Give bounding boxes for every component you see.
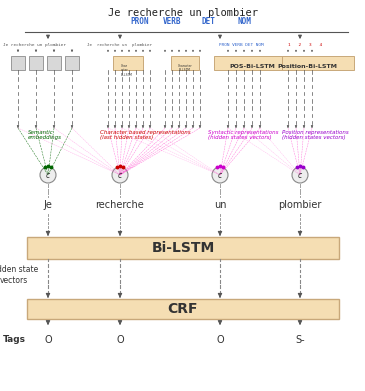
- Text: Position-Bi-LSTM: Position-Bi-LSTM: [277, 64, 337, 69]
- Text: recherche: recherche: [96, 200, 145, 210]
- Text: c: c: [218, 170, 222, 179]
- FancyBboxPatch shape: [29, 56, 43, 70]
- Text: NOM: NOM: [237, 17, 251, 26]
- Text: Character based representations
(last hidden states): Character based representations (last hi…: [100, 130, 191, 140]
- Text: Je recherche un plombier: Je recherche un plombier: [3, 43, 66, 47]
- Text: Semantic
embeddings: Semantic embeddings: [28, 130, 62, 140]
- Circle shape: [40, 167, 56, 183]
- Text: O: O: [216, 335, 224, 345]
- Text: O: O: [116, 335, 124, 345]
- Text: Je recherche un plombier: Je recherche un plombier: [108, 8, 258, 18]
- Circle shape: [112, 167, 128, 183]
- Circle shape: [212, 167, 228, 183]
- Text: c: c: [298, 170, 302, 179]
- Text: Char
acter
Bi-LSTM: Char acter Bi-LSTM: [121, 64, 133, 77]
- FancyBboxPatch shape: [171, 56, 199, 70]
- Text: PRON VERB DET NOM: PRON VERB DET NOM: [219, 43, 264, 47]
- FancyBboxPatch shape: [47, 56, 61, 70]
- Text: POS-Bi-LSTM: POS-Bi-LSTM: [229, 64, 275, 69]
- Text: VERB: VERB: [163, 17, 181, 26]
- Text: plombier: plombier: [278, 200, 322, 210]
- Text: c: c: [118, 170, 122, 179]
- Text: O: O: [44, 335, 52, 345]
- FancyBboxPatch shape: [11, 56, 25, 70]
- Text: c: c: [46, 170, 50, 179]
- FancyBboxPatch shape: [65, 56, 79, 70]
- Text: Character
Bi-LSTM: Character Bi-LSTM: [178, 64, 192, 72]
- FancyBboxPatch shape: [113, 56, 143, 70]
- Circle shape: [292, 167, 308, 183]
- Text: CRF: CRF: [168, 302, 198, 316]
- FancyBboxPatch shape: [214, 56, 292, 70]
- Text: Bi-LSTM: Bi-LSTM: [151, 241, 215, 255]
- Text: Position representations
(hidden states vectors): Position representations (hidden states …: [282, 130, 349, 140]
- FancyBboxPatch shape: [27, 299, 339, 319]
- FancyBboxPatch shape: [282, 56, 354, 70]
- Text: Syntactic representations
(hidden states vectors): Syntactic representations (hidden states…: [208, 130, 278, 140]
- Text: un: un: [214, 200, 226, 210]
- Text: Tags: Tags: [3, 335, 26, 344]
- Text: 1   2   3   4: 1 2 3 4: [288, 43, 322, 47]
- Text: DET: DET: [201, 17, 215, 26]
- Text: S-: S-: [295, 335, 305, 345]
- Text: Je: Je: [43, 200, 53, 210]
- Text: PRON: PRON: [131, 17, 149, 26]
- FancyBboxPatch shape: [27, 237, 339, 259]
- Text: Je  recherche un  plombier: Je recherche un plombier: [87, 43, 152, 47]
- Text: Hidden state
vectors: Hidden state vectors: [0, 265, 39, 285]
